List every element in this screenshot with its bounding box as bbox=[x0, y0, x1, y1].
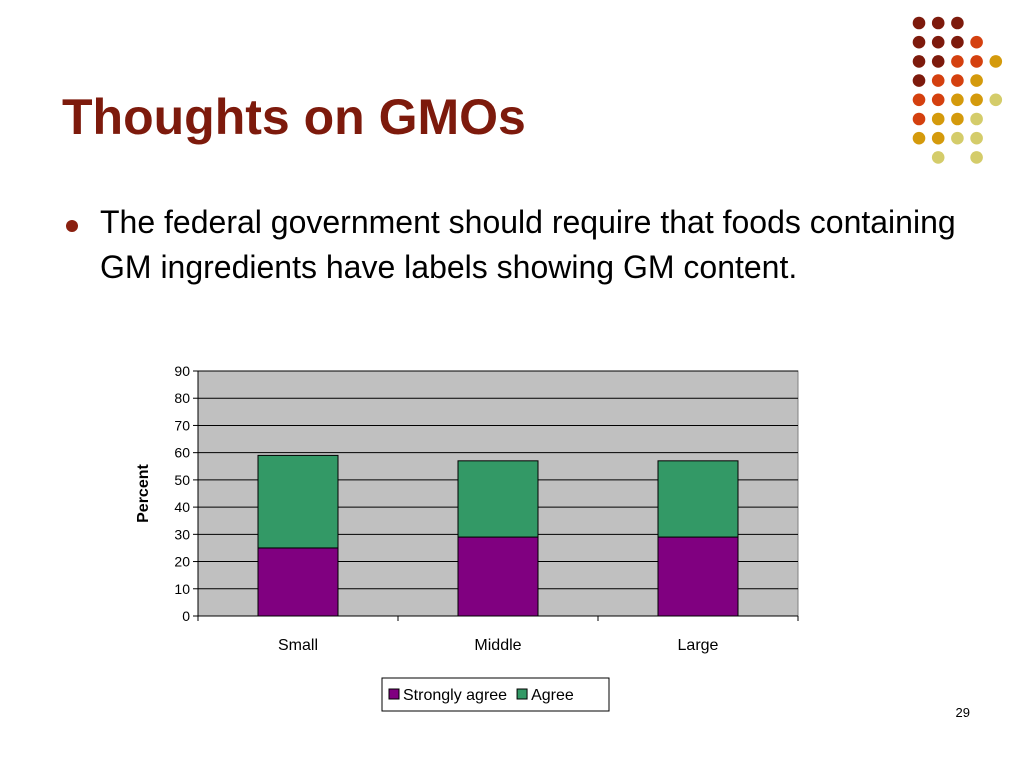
x-category-label: Middle bbox=[474, 637, 521, 654]
legend-label: Agree bbox=[531, 687, 574, 704]
y-tick-labels: 0 10 20 30 40 50 60 70 80 90 bbox=[174, 363, 190, 624]
y-tick-label: 50 bbox=[174, 472, 190, 488]
x-category-label: Large bbox=[678, 637, 719, 654]
y-axis-title: Percent bbox=[135, 463, 152, 522]
y-tick-label: 10 bbox=[174, 581, 190, 597]
slide-number: 29 bbox=[955, 705, 970, 720]
bars bbox=[257, 454, 739, 617]
slide-title: Thoughts on GMOs bbox=[62, 89, 526, 145]
y-tick-label: 40 bbox=[174, 499, 190, 515]
bar-agree-small bbox=[257, 454, 339, 549]
y-tick-label: 30 bbox=[174, 526, 190, 542]
bar-agree-large bbox=[657, 460, 739, 538]
y-tick-label: 90 bbox=[174, 363, 190, 379]
y-tick-label: 0 bbox=[182, 608, 190, 624]
y-tick-label: 20 bbox=[174, 554, 190, 570]
legend-swatch bbox=[388, 688, 400, 700]
y-tick-label: 80 bbox=[174, 390, 190, 406]
legend: Strongly agree Agree bbox=[381, 677, 610, 712]
x-category-label: Small bbox=[278, 637, 318, 654]
bullet-text: The federal government should require th… bbox=[100, 204, 956, 285]
y-tick-label: 70 bbox=[174, 417, 190, 433]
bar-strongly-agree-large bbox=[657, 536, 739, 617]
x-category-labels: Small Middle Large bbox=[278, 637, 719, 654]
bar-agree-middle bbox=[457, 460, 539, 538]
bullet-dot-icon bbox=[66, 220, 78, 232]
bar-strongly-agree-small bbox=[257, 547, 339, 617]
y-tick-label: 60 bbox=[174, 445, 190, 461]
legend-box bbox=[381, 677, 610, 712]
legend-label: Strongly agree bbox=[403, 687, 507, 704]
bar-strongly-agree-middle bbox=[457, 536, 539, 617]
axes bbox=[193, 370, 799, 621]
legend-swatch bbox=[516, 688, 528, 700]
